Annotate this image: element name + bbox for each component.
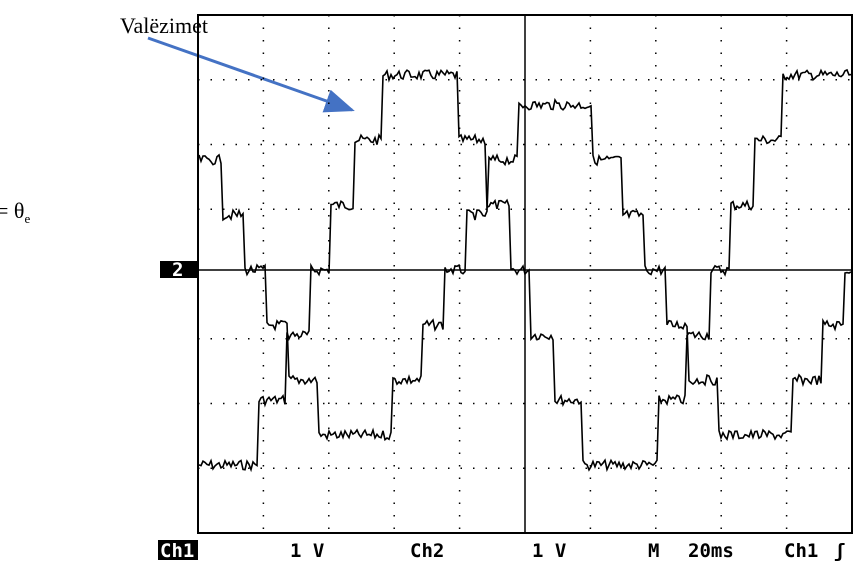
equation: = θe bbox=[0, 198, 30, 226]
equation-text: = θ bbox=[0, 198, 24, 223]
mode: M bbox=[648, 540, 659, 562]
ch1-scale: 1 V bbox=[290, 540, 324, 562]
scope-screen bbox=[198, 15, 852, 533]
trigger-source: Ch1 bbox=[784, 540, 818, 562]
timebase: 20ms bbox=[688, 540, 734, 562]
page: Valëzimet = θe 2 Ch1 1 V Ch2 1 V M 20ms … bbox=[0, 0, 858, 565]
trigger-slope: ʃ bbox=[834, 540, 845, 562]
ch2-scale: 1 V bbox=[532, 540, 566, 562]
channel-marker: 2 bbox=[172, 259, 183, 281]
figure: Valëzimet = θe 2 Ch1 1 V Ch2 1 V M 20ms … bbox=[0, 0, 858, 565]
ch2-label: Ch2 bbox=[410, 540, 444, 562]
equation-subscript: e bbox=[24, 211, 30, 226]
arrow bbox=[148, 38, 352, 110]
ch1-label: Ch1 bbox=[160, 540, 194, 562]
annotation: Valëzimet bbox=[120, 13, 208, 38]
